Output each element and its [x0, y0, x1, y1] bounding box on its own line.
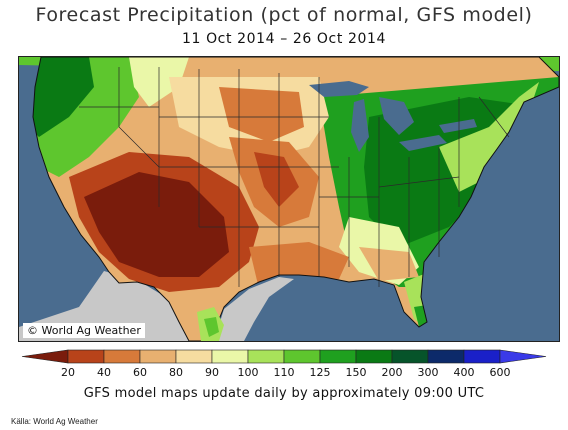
us-outline [32, 57, 559, 341]
update-footnote: GFS model maps update daily by approxima… [83, 386, 485, 401]
legend-swatch [103, 349, 141, 364]
legend-tick-label: 300 [418, 366, 439, 379]
legend-tick-label: 100 [238, 366, 259, 379]
legend-tick-label: 125 [310, 366, 331, 379]
legend-tick-label: 200 [382, 366, 403, 379]
legend-swatch [21, 349, 69, 364]
legend-swatch [175, 349, 213, 364]
legend-swatch [67, 349, 105, 364]
map-title: Forecast Precipitation (pct of normal, G… [35, 4, 533, 26]
state-borders [79, 67, 510, 287]
legend-swatch [211, 349, 249, 364]
legend-tick-label: 150 [346, 366, 367, 379]
legend-swatch [463, 349, 501, 364]
color-legend: 20 40 60 80 90 100 110 125 150 200 300 400 600 [21, 349, 547, 379]
legend-tick-label: 80 [169, 366, 183, 379]
great-lakes [309, 81, 477, 152]
map-canvas [19, 57, 559, 341]
map-date-range: 11 Oct 2014 – 26 Oct 2014 [182, 31, 386, 47]
legend-swatch [499, 349, 547, 364]
legend-swatch [355, 349, 393, 364]
copyright-label: © World Ag Weather [23, 323, 145, 338]
legend-swatch [427, 349, 465, 364]
legend-swatch [283, 349, 321, 364]
legend-tick-label: 60 [133, 366, 147, 379]
legend-tick-label: 600 [490, 366, 511, 379]
legend-swatch [139, 349, 177, 364]
legend-tick-label: 110 [274, 366, 295, 379]
precipitation-map: © World Ag Weather [18, 56, 560, 342]
legend-tick-label: 90 [205, 366, 219, 379]
legend-tick-label: 20 [61, 366, 75, 379]
legend-tick-label: 40 [97, 366, 111, 379]
legend-swatch [391, 349, 429, 364]
legend-swatch [319, 349, 357, 364]
legend-swatch [247, 349, 285, 364]
source-credit: Källa: World Ag Weather [11, 417, 98, 426]
legend-tick-label: 400 [454, 366, 475, 379]
